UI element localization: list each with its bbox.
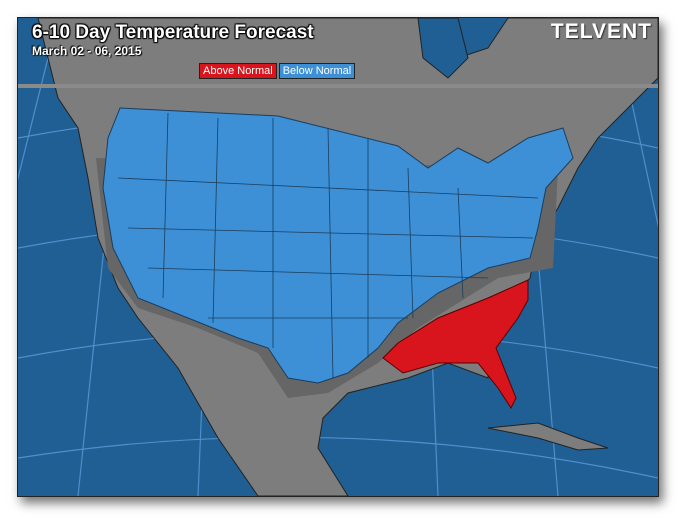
- hudson-bay: [417, 18, 469, 79]
- legend-below-normal: Below Normal: [278, 63, 356, 79]
- header-divider: [18, 84, 658, 88]
- state-borders: [117, 112, 539, 379]
- legend-above-normal: Above Normal: [199, 63, 277, 79]
- cuba: [487, 422, 609, 451]
- map-title: 6-10 Day Temperature Forecast: [32, 22, 314, 43]
- forecast-map: 6-10 Day Temperature Forecast March 02 -…: [17, 17, 659, 497]
- date-range: March 02 - 06, 2015: [32, 44, 142, 58]
- telvent-logo: TELVENT: [550, 20, 652, 43]
- below-normal-region: [102, 107, 574, 384]
- legend: Above Normal Below Normal: [199, 63, 356, 79]
- above-normal-region: [382, 279, 529, 410]
- map-canvas: [18, 18, 658, 496]
